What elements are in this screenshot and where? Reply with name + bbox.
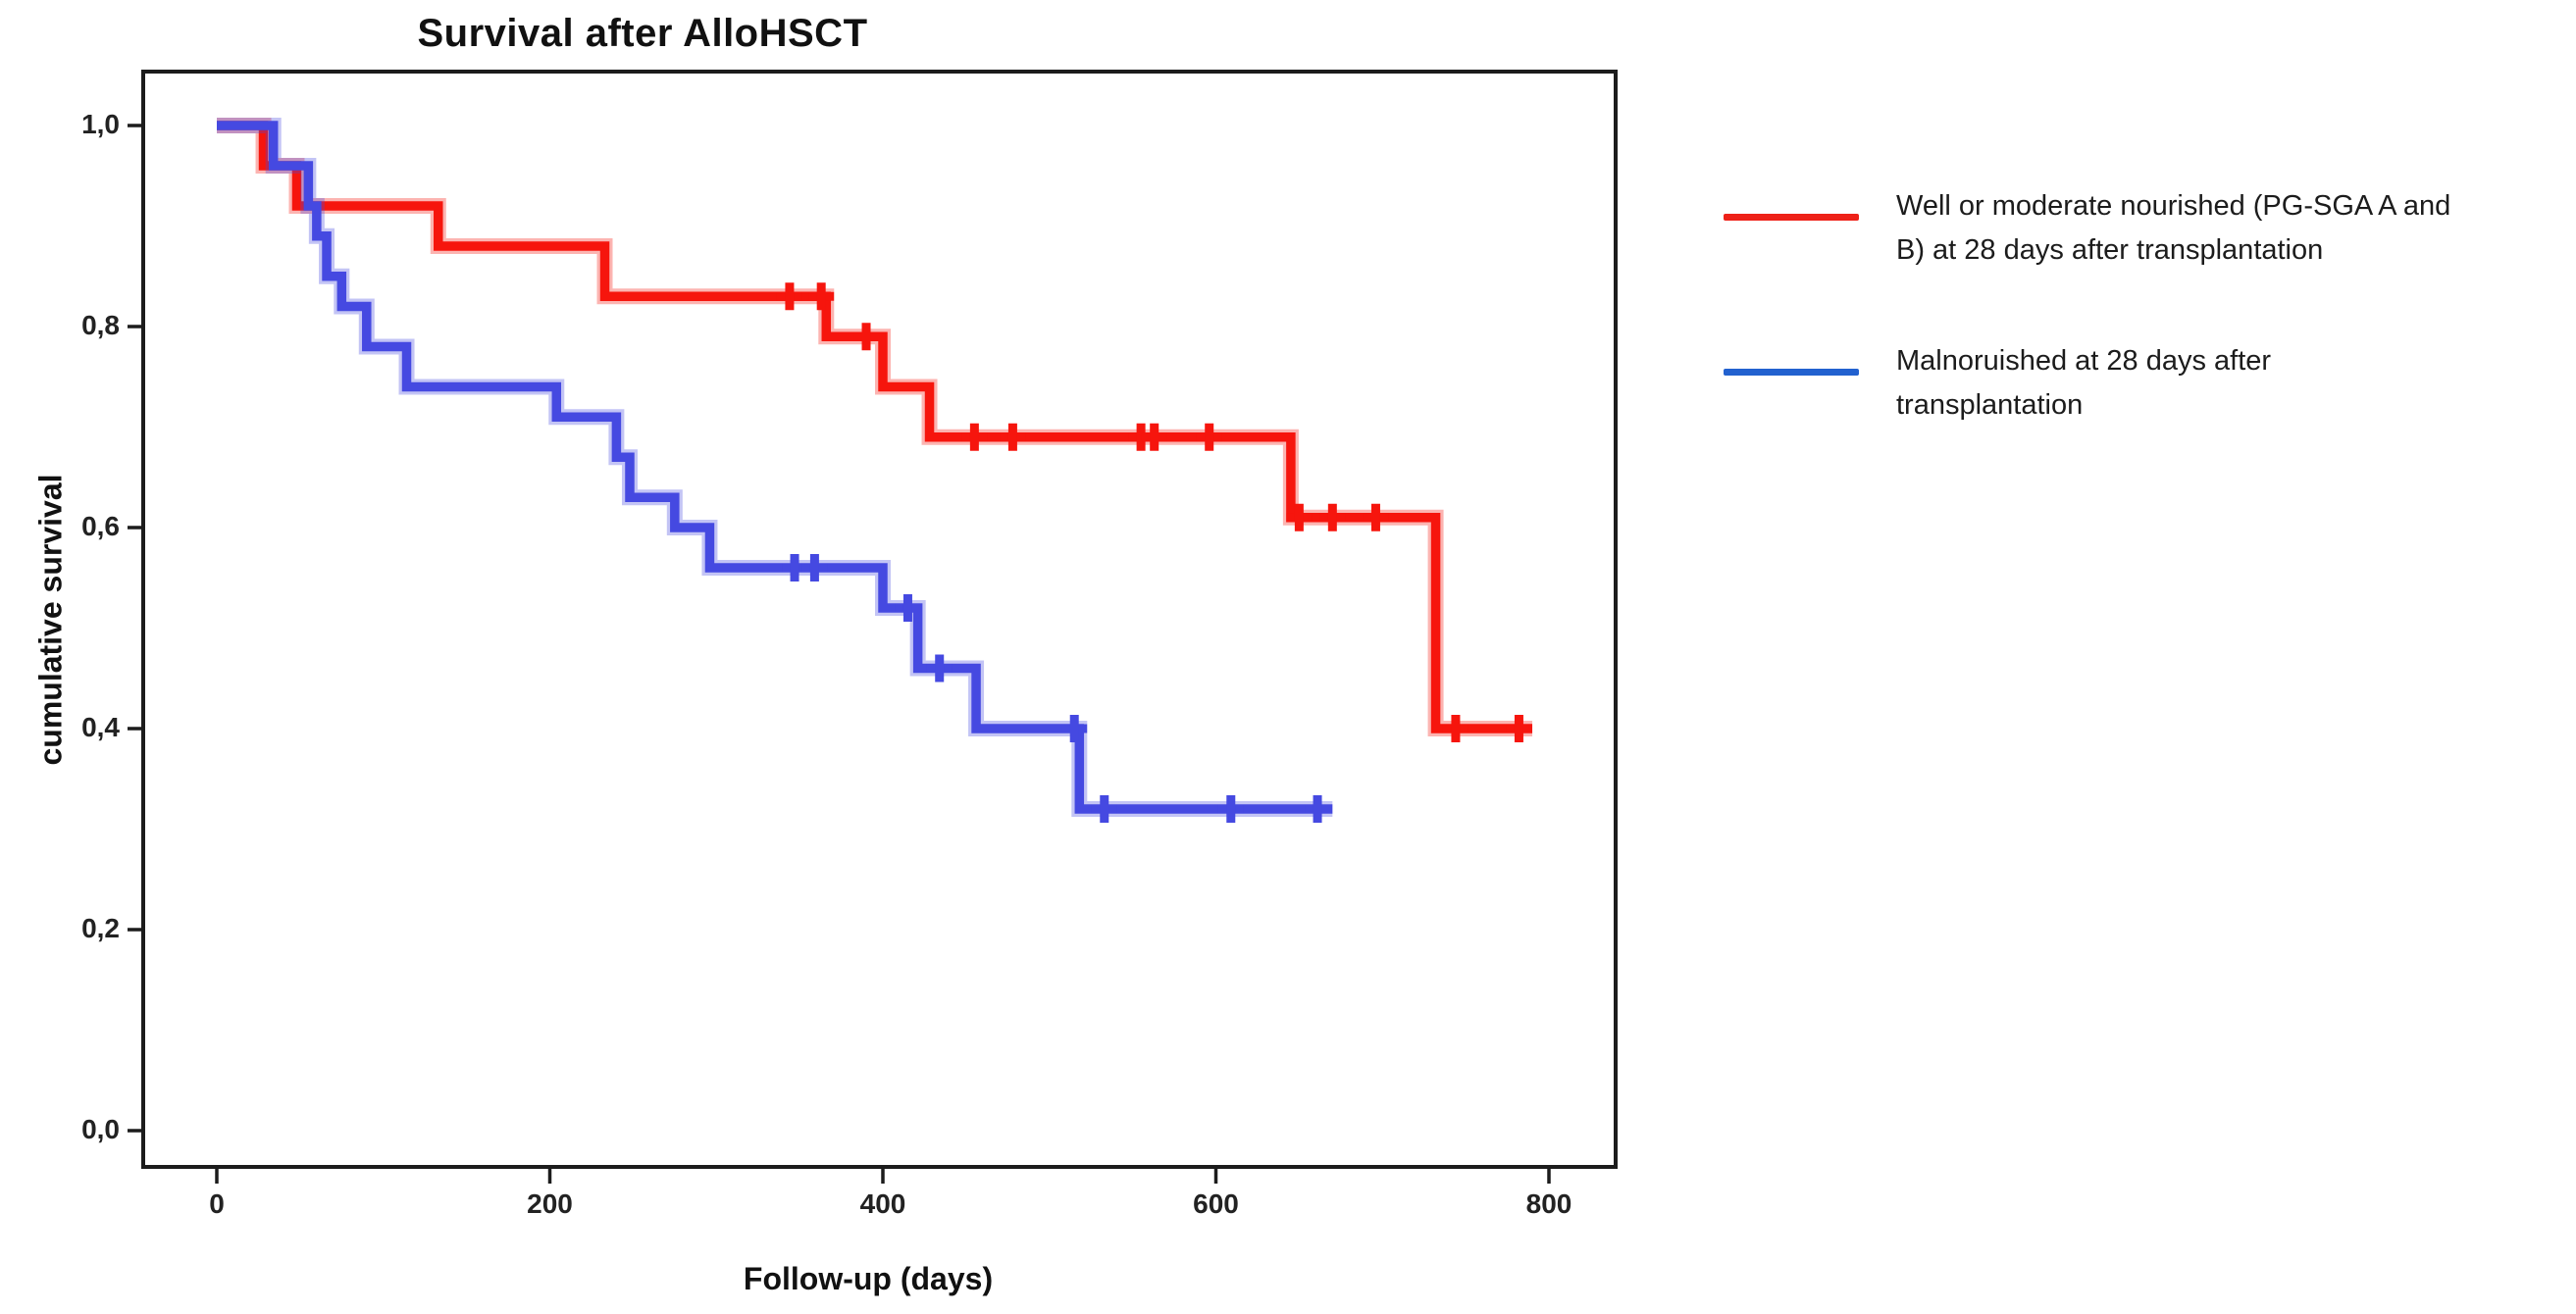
x-tick-label: 600 (1193, 1188, 1239, 1219)
legend-label-well-nourished: Well or moderate nourished (PG-SGA A and… (1896, 184, 2544, 273)
y-tick-label: 0,0 (81, 1114, 120, 1144)
y-tick-label: 0,4 (81, 712, 120, 742)
legend-line-blue-icon (1724, 369, 1859, 376)
x-tick-label: 400 (859, 1188, 906, 1219)
legend-label-line: B) at 28 days after transplantation (1896, 234, 2324, 266)
x-tick-label: 200 (527, 1188, 573, 1219)
survival-curve-malnourished-halo (217, 118, 1333, 817)
legend-label-line: transplantation (1896, 389, 2084, 421)
x-tick-label: 800 (1525, 1188, 1572, 1219)
x-axis-title: Follow-up (days) (743, 1261, 994, 1296)
x-tick-label: 0 (209, 1188, 225, 1219)
survival-curve-malnourished (217, 121, 1333, 814)
chart-title: Survival after AlloHSCT (417, 12, 868, 55)
legend-label-malnourished: Malnoruished at 28 days after transplant… (1896, 339, 2544, 428)
y-tick-label: 0,8 (81, 310, 120, 340)
legend-line-red-icon (1724, 214, 1859, 221)
survival-curve-well-nourished (217, 121, 1533, 733)
legend-label-line: Malnoruished at 28 days after (1896, 345, 2272, 377)
legend-label-line: Well or moderate nourished (PG-SGA A and (1896, 190, 2451, 222)
survival-curve-well-nourished-halo (217, 118, 1533, 736)
plot-border (141, 70, 1618, 1169)
y-tick-label: 0,2 (81, 913, 120, 943)
y-tick-label: 0,6 (81, 511, 120, 541)
y-tick-label: 1,0 (81, 109, 120, 139)
